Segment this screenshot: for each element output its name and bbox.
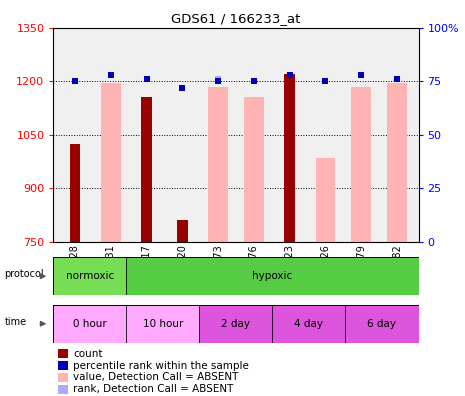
Bar	[70, 143, 80, 242]
Bar	[141, 97, 152, 242]
Text: count: count	[73, 349, 102, 359]
Text: time: time	[4, 317, 27, 327]
Bar	[244, 97, 264, 242]
Bar	[352, 86, 371, 242]
Text: 2 day: 2 day	[221, 319, 251, 329]
Text: hypoxic: hypoxic	[252, 271, 292, 281]
Bar	[53, 305, 126, 343]
Bar	[58, 361, 68, 370]
Bar	[126, 257, 418, 295]
Text: normoxic: normoxic	[66, 271, 114, 281]
Text: protocol: protocol	[4, 269, 44, 279]
Bar	[58, 373, 68, 382]
Text: percentile rank within the sample: percentile rank within the sample	[73, 361, 249, 371]
Text: 6 day: 6 day	[367, 319, 397, 329]
Bar	[387, 83, 407, 242]
Text: 10 hour: 10 hour	[143, 319, 183, 329]
Bar	[177, 220, 188, 242]
Text: 4 day: 4 day	[294, 319, 324, 329]
Bar	[101, 83, 120, 242]
Text: rank, Detection Call = ABSENT: rank, Detection Call = ABSENT	[73, 384, 233, 394]
Bar	[126, 305, 199, 343]
Bar	[316, 158, 335, 242]
Bar	[284, 74, 295, 242]
Bar	[199, 305, 272, 343]
Bar	[58, 385, 68, 394]
Bar	[58, 349, 68, 358]
Bar	[272, 305, 345, 343]
Bar	[208, 86, 228, 242]
Bar	[53, 257, 126, 295]
Text: value, Detection Call = ABSENT: value, Detection Call = ABSENT	[73, 373, 239, 383]
Bar	[345, 305, 418, 343]
Text: 0 hour: 0 hour	[73, 319, 107, 329]
Title: GDS61 / 166233_at: GDS61 / 166233_at	[171, 12, 301, 25]
